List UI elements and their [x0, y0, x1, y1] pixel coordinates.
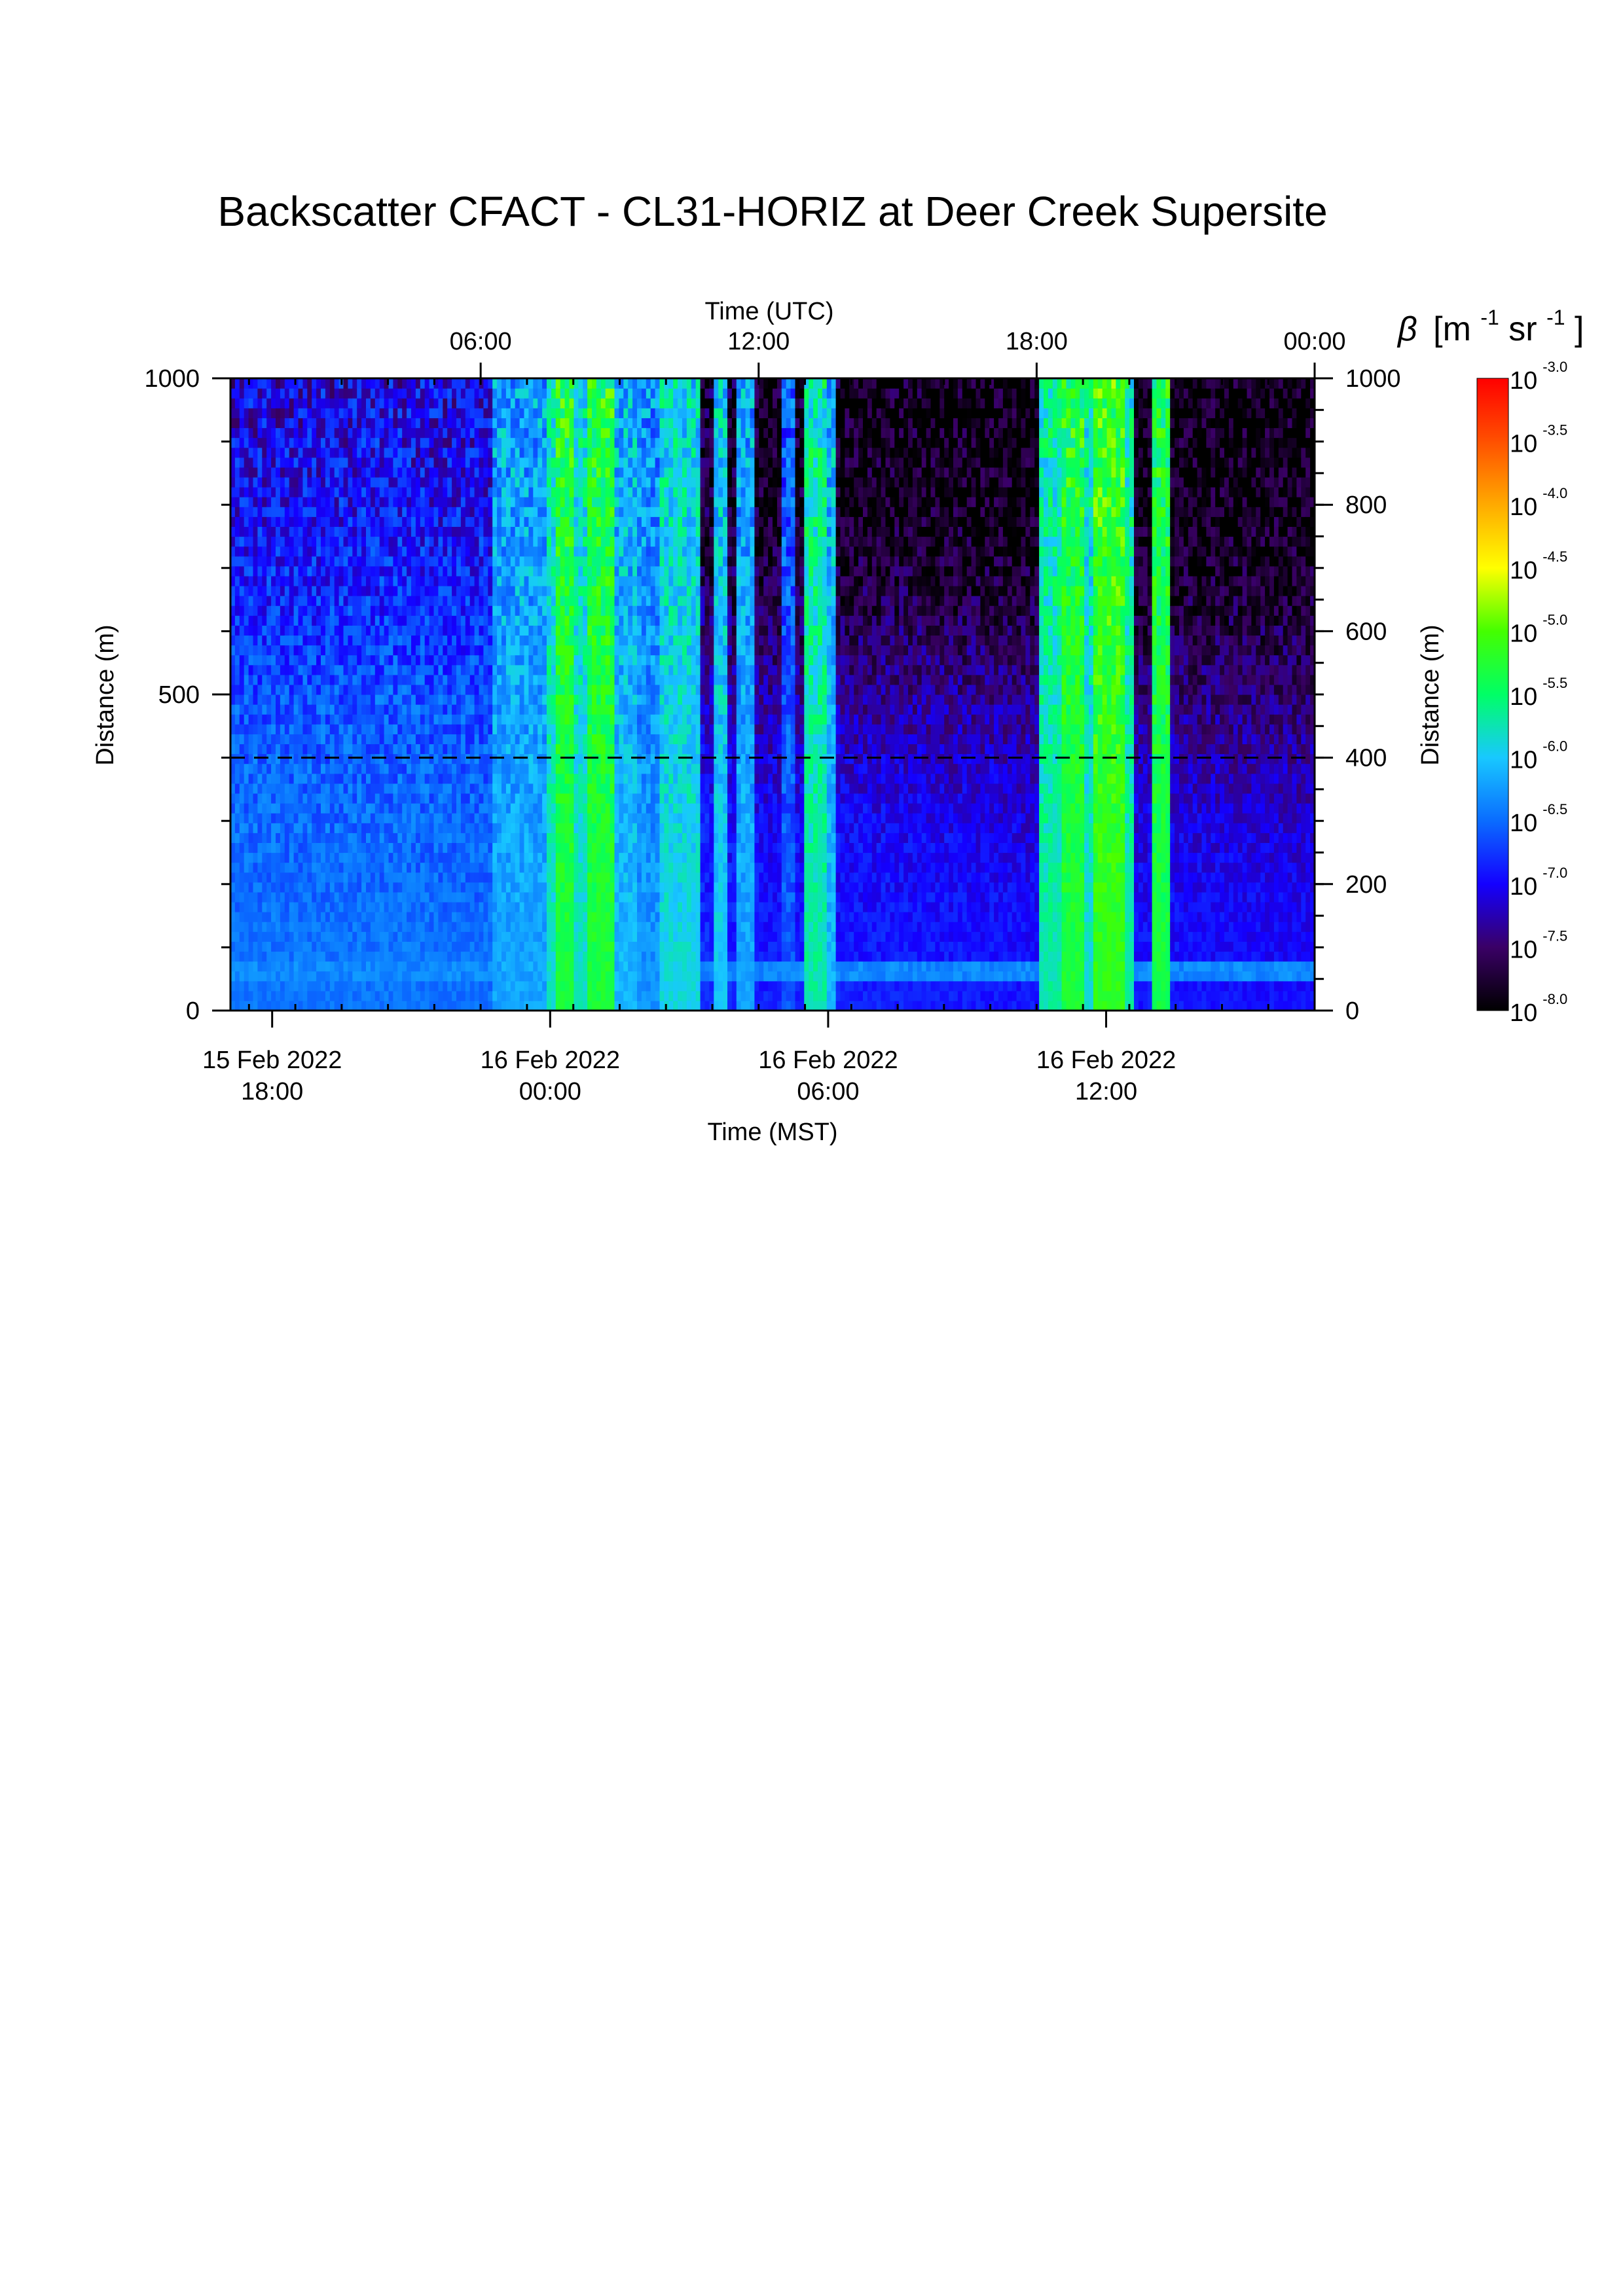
- colorbar-tick-base: 10: [1510, 747, 1537, 774]
- bottom-tick-date: 15 Feb 2022: [202, 1047, 342, 1074]
- top-tick-label: 00:00: [1283, 328, 1345, 355]
- colorbar-tick-exp: -5.0: [1542, 611, 1567, 628]
- right-tick-label: 800: [1345, 492, 1387, 519]
- colorbar-ticks: 10 -3.0 10 -3.5 10 -4.0 10 -4.5 10 -5.0 10 -5.5 10 -6…: [1510, 359, 1567, 1027]
- bottom-tick-date: 16 Feb 2022: [758, 1047, 898, 1074]
- colorbar-tick-base: 10: [1510, 683, 1537, 711]
- colorbar-tick-base: 10: [1510, 873, 1537, 901]
- colorbar-label-exp2: -1: [1546, 306, 1565, 329]
- bottom-tick-date: 16 Feb 2022: [481, 1047, 620, 1074]
- colorbar-tick-label: 10 -5.5: [1510, 675, 1567, 711]
- right-tick-label: 200: [1345, 871, 1387, 899]
- colorbar-tick-base: 10: [1510, 493, 1537, 521]
- top-axis-ticks: 06:00 12:00 18:00 00:00: [247, 328, 1346, 385]
- colorbar-label-mid: sr: [1508, 310, 1537, 348]
- left-tick-label: 500: [158, 681, 200, 709]
- colorbar-tick-exp: -7.5: [1542, 927, 1567, 944]
- colorbar-tick-exp: -5.5: [1542, 675, 1567, 691]
- colorbar-label-close: ]: [1575, 310, 1584, 348]
- colorbar-tick-base: 10: [1510, 620, 1537, 647]
- top-tick-label: 12:00: [727, 328, 790, 355]
- colorbar-tick-base: 10: [1510, 367, 1537, 395]
- colorbar-tick-label: 10 -7.0: [1510, 865, 1567, 901]
- colorbar-tick-label: 10 -5.0: [1510, 611, 1567, 647]
- right-tick-label: 0: [1345, 997, 1359, 1025]
- colorbar-tick-label: 10 -6.0: [1510, 738, 1567, 774]
- x-axis-label-top: Time (UTC): [705, 298, 834, 325]
- colorbar-tick-label: 10 -8.0: [1510, 991, 1567, 1027]
- colorbar-tick-label: 10 -4.0: [1510, 485, 1567, 521]
- backscatter-heatmap: [230, 378, 1315, 1011]
- bottom-tick-time: 12:00: [1075, 1078, 1137, 1105]
- colorbar-label: β [m -1 sr -1 ]: [1396, 295, 1584, 348]
- top-tick-label: 06:00: [450, 328, 512, 355]
- colorbar-tick-label: 10 -3.0: [1510, 359, 1567, 395]
- bottom-tick-date: 16 Feb 2022: [1036, 1047, 1176, 1074]
- colorbar-tick-exp: -8.0: [1542, 991, 1567, 1007]
- colorbar-tick-base: 10: [1510, 999, 1537, 1027]
- chart-title: Backscatter CFACT - CL31-HORIZ at Deer C…: [217, 188, 1327, 235]
- colorbar: [1476, 378, 1509, 1011]
- top-tick-label: 18:00: [1006, 328, 1068, 355]
- bottom-tick-time: 06:00: [797, 1078, 859, 1105]
- colorbar-tick-exp: -6.0: [1542, 738, 1567, 755]
- right-tick-label: 1000: [1345, 365, 1401, 393]
- colorbar-tick-label: 10 -7.5: [1510, 927, 1567, 963]
- colorbar-tick-exp: -3.0: [1542, 359, 1567, 375]
- bottom-axis-ticks: 15 Feb 2022 18:00 16 Feb 2022 00:00 16 Feb 2…: [202, 1004, 1316, 1105]
- colorbar-tick-label: 10 -4.5: [1510, 548, 1567, 584]
- left-tick-label: 0: [186, 997, 200, 1025]
- colorbar-label-open: [m: [1433, 310, 1471, 348]
- colorbar-label-exp1: -1: [1480, 306, 1499, 329]
- colorbar-tick-exp: -7.0: [1542, 865, 1567, 881]
- colorbar-tick-label: 10 -6.5: [1510, 801, 1567, 837]
- colorbar-tick-base: 10: [1510, 431, 1537, 458]
- bottom-tick-time: 18:00: [241, 1078, 303, 1105]
- colorbar-label-beta: β: [1396, 310, 1417, 348]
- colorbar-tick-exp: -3.5: [1542, 422, 1567, 439]
- y-axis-label-right: Distance (m): [1417, 624, 1444, 765]
- right-tick-label: 400: [1345, 745, 1387, 772]
- colorbar-tick-exp: -4.5: [1542, 548, 1567, 565]
- colorbar-tick-exp: -4.0: [1542, 485, 1567, 501]
- bottom-tick-time: 00:00: [519, 1078, 581, 1105]
- colorbar-tick-base: 10: [1510, 936, 1537, 963]
- colorbar-tick-label: 10 -3.5: [1510, 422, 1567, 458]
- colorbar-tick-base: 10: [1510, 810, 1537, 837]
- left-tick-label: 1000: [144, 365, 200, 393]
- colorbar-tick-exp: -6.5: [1542, 801, 1567, 817]
- right-axis-ticks: 0 200 400 600 800 1000: [1315, 365, 1401, 1025]
- left-axis-ticks: 0 500 1000: [144, 365, 230, 1025]
- colorbar-tick-base: 10: [1510, 557, 1537, 584]
- y-axis-label-left: Distance (m): [92, 624, 119, 765]
- right-tick-label: 600: [1345, 618, 1387, 645]
- x-axis-label-bottom: Time (MST): [707, 1119, 837, 1146]
